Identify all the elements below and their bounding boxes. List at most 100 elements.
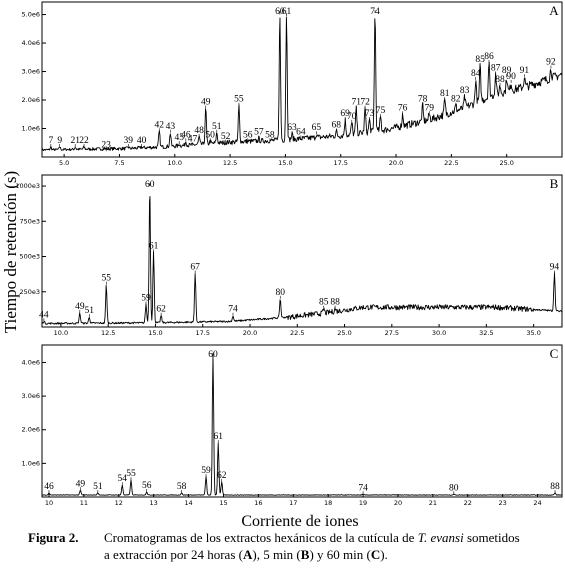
x-tick-label: 15.0 [278,159,292,167]
peak-label-64: 64 [296,127,306,137]
y-tick-label: 1.0e6 [22,459,40,467]
peak-label-62: 62 [156,305,166,315]
caption-line-2: a extracción por 24 horas (A), 5 min (B)… [104,546,388,563]
peak-label-62: 62 [217,471,227,481]
x-axis-label: Corriente de iones [241,513,358,530]
peak-label-46: 46 [181,130,191,140]
peak-label-45: 45 [174,133,184,143]
peak-label-67: 67 [190,262,200,272]
peak-label-83: 83 [460,86,470,96]
x-tick-label: 25.0 [337,329,351,337]
y-tick-label: 1.0e6 [22,125,40,133]
x-tick-label: 12.5 [223,159,237,167]
peak-label-60: 60 [145,180,155,190]
signal-trace [41,196,563,325]
peak-label-86: 86 [484,52,494,62]
peak-label-92: 92 [546,58,556,68]
plot-frame [41,344,563,498]
peak-label-47: 47 [188,135,198,145]
plot-frame [41,174,563,328]
peak-label-88: 88 [550,482,560,492]
peak-label-58: 58 [177,482,187,492]
panel-letter: A [549,3,559,18]
signal-trace [41,16,563,152]
peak-label-85: 85 [319,298,329,308]
x-tick-label: 10.0 [54,329,68,337]
caption-label: Figura 2. [28,529,79,546]
peak-label-7: 7 [48,136,53,146]
x-tick-label: 17.5 [333,159,347,167]
peak-label-90: 90 [506,72,516,82]
peak-label-55: 55 [126,469,136,479]
peak-label-59: 59 [141,293,151,303]
caption-species: T. evansi [417,530,464,545]
peak-label-54: 54 [118,474,128,484]
x-tick-label: 20.0 [243,329,257,337]
peak-label-89: 89 [502,66,512,76]
peak-label-81: 81 [440,89,450,99]
peak-label-61: 61 [282,7,292,17]
peak-label-56: 56 [142,481,152,491]
x-tick-label: 13 [150,499,158,507]
x-tick-label: 16 [254,499,262,507]
x-tick-label: 23 [499,499,507,507]
y-tick-label: 5.0e6 [22,11,40,19]
x-tick-label: 17 [289,499,297,507]
y-tick-label: 3.0e6 [22,392,40,400]
peak-label-94: 94 [550,262,560,272]
peak-label-70: 70 [347,112,357,122]
peak-label-55: 55 [102,274,112,284]
x-tick-label: 35.0 [526,329,540,337]
peak-label-50: 50 [205,130,215,140]
peak-label-91: 91 [520,66,530,76]
panel-c: 1.0e6 2.0e6 3.0e6 4.0e6 10 11 12 13 14 15 16 17 18 19… [22,344,563,507]
peak-label-23: 23 [101,140,111,150]
y-tick-label: 4.0e6 [22,358,40,366]
peak-label-42: 42 [155,120,165,130]
peak-label-49: 49 [75,302,85,312]
peak-label-73: 73 [365,109,375,119]
caption-panel-b: B [300,547,310,562]
peak-label-57: 57 [254,127,264,137]
caption-panel-a: A [242,547,253,562]
x-tick-label: 25.0 [499,159,513,167]
peak-label-46: 46 [44,482,54,492]
peak-label-76: 76 [398,103,408,113]
panel-letter: C [550,346,559,361]
peak-label-39: 39 [124,136,134,146]
x-tick-label: 10.0 [168,159,182,167]
peak-label-52: 52 [221,132,231,142]
x-tick-label: 24 [533,499,541,507]
x-tick-label: 22.5 [444,159,458,167]
x-tick-label: 22.5 [290,329,304,337]
peak-label-61: 61 [213,432,223,442]
x-tick-label: 12 [115,499,123,507]
peak-label-49: 49 [76,479,86,489]
x-tick-label: 20.0 [389,159,403,167]
peak-label-75: 75 [376,106,386,116]
peak-label-65: 65 [312,123,322,133]
x-tick-label: 15 [219,499,227,507]
peak-label-59: 59 [201,466,211,476]
peak-label-63: 63 [287,123,297,133]
peak-label-9: 9 [57,136,62,146]
peak-label-85: 85 [475,55,485,65]
caption-text: Cromatogramas de los extractos hexánicos… [104,530,418,545]
peak-label-78: 78 [418,95,428,105]
x-tick-label: 32.5 [479,329,493,337]
x-tick-label: 27.5 [385,329,399,337]
peak-label-58: 58 [265,130,275,140]
x-tick-label: 30.0 [432,329,446,337]
peak-label-61: 61 [149,241,159,251]
y-tick-label: 4.0e6 [22,39,40,47]
peak-label-88: 88 [495,75,505,85]
caption-part: ) y 60 min ( [309,547,371,562]
x-tick-label: 18 [324,499,332,507]
peak-label-56: 56 [243,130,253,140]
peak-label-21: 21 [70,136,80,146]
peak-label-72: 72 [360,98,370,108]
caption-part: a extracción por 24 horas ( [104,547,243,562]
caption-line-1: Cromatogramas de los extractos hexánicos… [104,529,559,546]
y-axis-label: Tiempo de retención (s) [1,171,20,333]
